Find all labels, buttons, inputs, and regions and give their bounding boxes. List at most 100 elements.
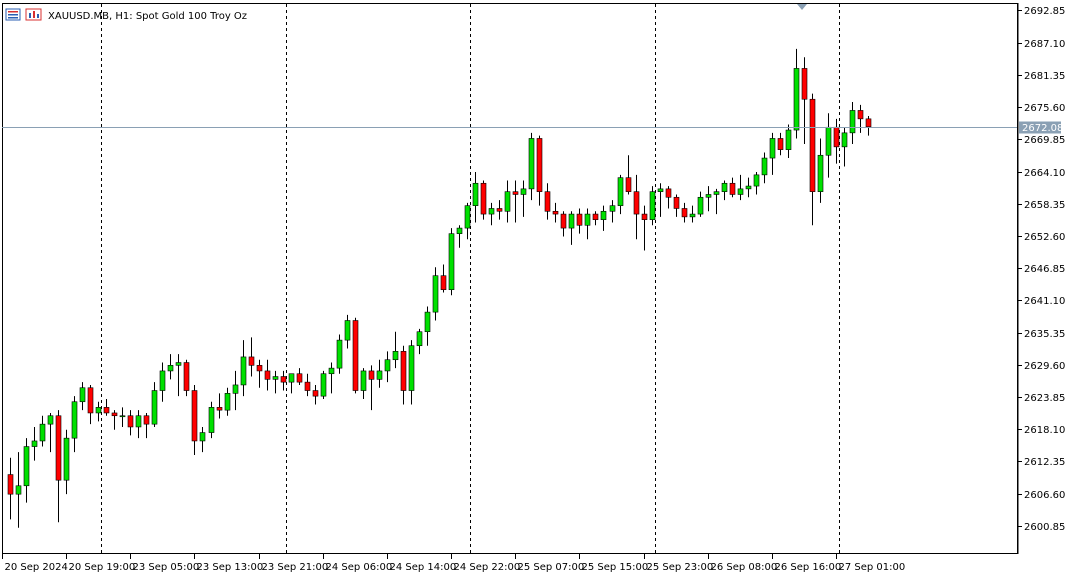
candle-body bbox=[448, 233, 455, 291]
candle bbox=[304, 373, 311, 397]
candle-body bbox=[103, 407, 110, 414]
candle-body bbox=[560, 213, 567, 229]
candle bbox=[785, 124, 792, 159]
candle-body bbox=[159, 370, 166, 391]
candle-body bbox=[296, 373, 303, 383]
candle bbox=[488, 202, 495, 226]
candle-body bbox=[496, 208, 503, 212]
candle bbox=[568, 211, 575, 245]
candle-body bbox=[127, 415, 134, 428]
candle-body bbox=[617, 177, 624, 206]
candle bbox=[681, 202, 688, 223]
price-tick-label: 2635.35 bbox=[1024, 329, 1065, 340]
candle bbox=[440, 264, 447, 293]
price-tick-label: 2618.10 bbox=[1024, 425, 1065, 436]
candle bbox=[408, 340, 415, 405]
candle bbox=[416, 328, 423, 355]
candle bbox=[360, 368, 367, 399]
price-tick-label: 2692.85 bbox=[1024, 6, 1065, 17]
candle bbox=[175, 354, 182, 397]
candle-body bbox=[673, 196, 680, 209]
candle-body bbox=[191, 390, 198, 442]
candle-body bbox=[199, 432, 206, 442]
price-scale[interactable]: 2692.85 2687.10 2681.35 2675.60 2669.85 2664.… bbox=[1018, 6, 1065, 533]
shift-marker-icon[interactable] bbox=[797, 4, 807, 10]
candle-body bbox=[143, 415, 150, 425]
candle bbox=[472, 172, 479, 223]
time-tick-label: 25 Sep 15:00 bbox=[582, 562, 649, 573]
candle-body bbox=[352, 320, 359, 391]
price-tick-label: 2664.10 bbox=[1024, 168, 1065, 179]
candle bbox=[224, 387, 231, 416]
candle-body bbox=[39, 423, 46, 442]
candle-body bbox=[95, 407, 102, 414]
candle bbox=[777, 132, 784, 156]
candle-body bbox=[568, 213, 575, 229]
candle-body bbox=[584, 213, 591, 226]
candle bbox=[809, 93, 816, 226]
candle bbox=[496, 200, 503, 220]
candle-body bbox=[151, 390, 158, 425]
candle bbox=[817, 138, 824, 203]
candle-body bbox=[865, 118, 872, 128]
candle-body bbox=[737, 188, 744, 195]
candle bbox=[560, 211, 567, 237]
candle bbox=[633, 174, 640, 240]
chart-list-icon[interactable] bbox=[5, 8, 21, 21]
candle bbox=[745, 177, 752, 198]
candle-body bbox=[793, 68, 800, 131]
candle-body bbox=[769, 138, 776, 159]
candle bbox=[609, 200, 616, 223]
time-tick-label: 24 Sep 22:00 bbox=[454, 562, 521, 573]
candle bbox=[729, 177, 736, 198]
candle-body bbox=[23, 446, 30, 487]
candle bbox=[665, 186, 672, 209]
candle bbox=[216, 393, 223, 419]
candle-body bbox=[681, 208, 688, 218]
candle bbox=[87, 384, 94, 425]
candle bbox=[769, 132, 776, 175]
candle-body bbox=[240, 356, 247, 386]
candle bbox=[504, 180, 511, 223]
candle bbox=[328, 362, 335, 394]
candle bbox=[368, 365, 375, 411]
candle bbox=[256, 359, 263, 388]
candle-body bbox=[600, 210, 607, 220]
price-tick-label: 2675.60 bbox=[1024, 103, 1065, 114]
candle-body bbox=[809, 98, 816, 192]
indicator-icon[interactable] bbox=[25, 8, 42, 21]
candle bbox=[753, 172, 760, 195]
candle bbox=[296, 368, 303, 385]
chart-header: XAUUSD.MB, H1: Spot Gold 100 Troy Oz bbox=[5, 8, 247, 22]
candle-body bbox=[544, 191, 551, 212]
candle-body bbox=[384, 359, 391, 372]
candle-body bbox=[400, 351, 407, 391]
candle-body bbox=[183, 362, 190, 391]
candle-body bbox=[713, 191, 720, 195]
candle-body bbox=[119, 415, 126, 418]
current-price-label-bg bbox=[1019, 121, 1061, 134]
candle-body bbox=[665, 188, 672, 198]
candle bbox=[135, 410, 142, 439]
candle-body bbox=[7, 474, 14, 495]
candle-body bbox=[416, 331, 423, 347]
candle bbox=[865, 116, 872, 136]
candle bbox=[448, 228, 455, 296]
candle bbox=[400, 345, 407, 405]
candle bbox=[384, 351, 391, 383]
candle bbox=[464, 202, 471, 240]
candle-body bbox=[440, 275, 447, 291]
candle bbox=[272, 370, 279, 394]
candle bbox=[167, 354, 174, 380]
candle-body bbox=[745, 185, 752, 190]
candle bbox=[552, 202, 559, 223]
candle bbox=[15, 452, 22, 528]
price-tick-label: 2606.60 bbox=[1024, 490, 1065, 501]
candle-body bbox=[536, 138, 543, 192]
candle-body bbox=[79, 387, 86, 403]
candle-body bbox=[520, 188, 527, 195]
candle bbox=[55, 410, 62, 523]
